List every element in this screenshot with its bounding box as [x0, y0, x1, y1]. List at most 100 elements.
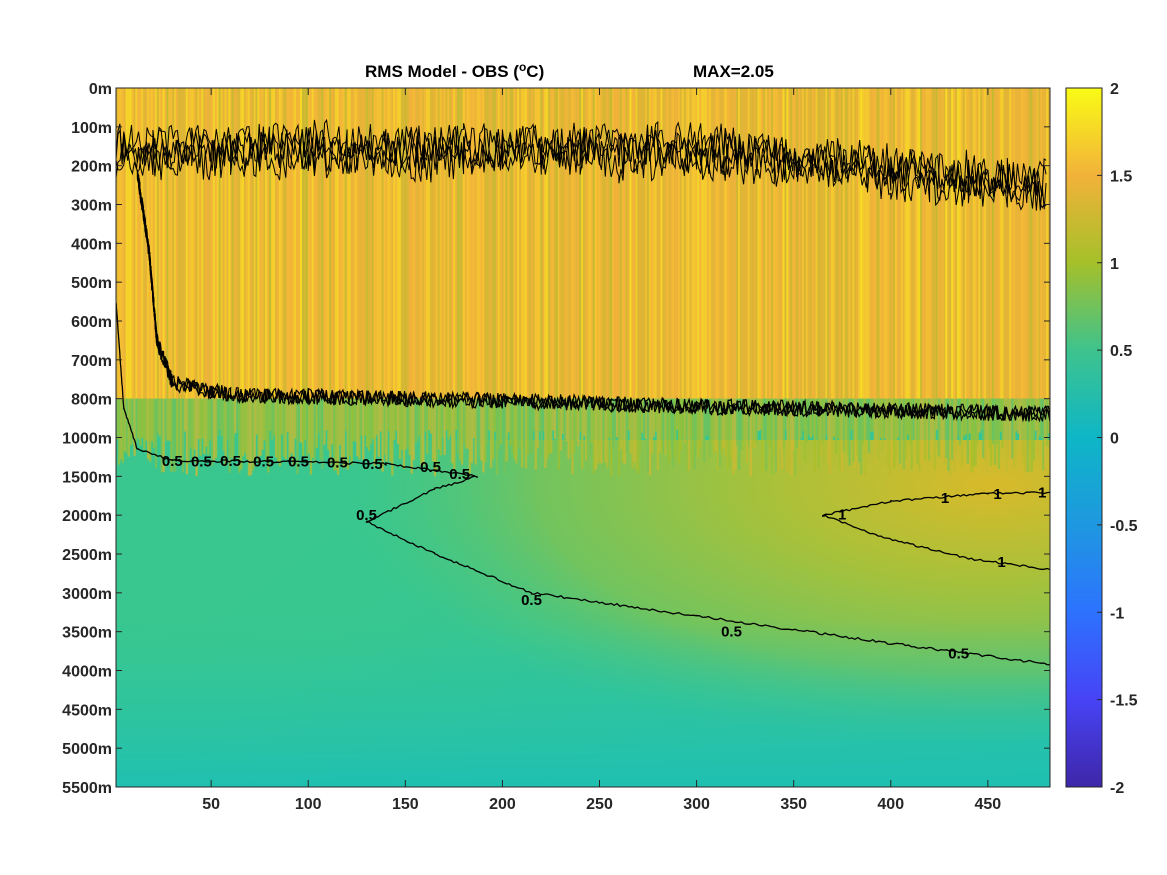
- field-column: [697, 398, 700, 458]
- field-column: [573, 88, 576, 399]
- field-column: [734, 398, 737, 471]
- field-column: [798, 398, 801, 463]
- field-column: [443, 88, 446, 399]
- field-column: [334, 398, 338, 471]
- field-column: [900, 88, 904, 399]
- field-column: [261, 88, 264, 399]
- field-column: [375, 398, 378, 436]
- field-column: [158, 398, 161, 437]
- field-column: [267, 398, 270, 473]
- field-column: [893, 398, 896, 469]
- field-column: [910, 88, 913, 399]
- field-column: [685, 398, 689, 471]
- field-column: [844, 88, 847, 399]
- field-column: [480, 88, 483, 399]
- field-column: [986, 88, 989, 399]
- field-column: [873, 398, 876, 468]
- field-column: [230, 398, 233, 458]
- field-column: [1019, 398, 1022, 473]
- field-column: [871, 88, 875, 399]
- field-column: [290, 88, 293, 399]
- field-column: [875, 88, 878, 399]
- y-tick-label: 1500m: [62, 469, 112, 486]
- field-column: [522, 88, 526, 399]
- field-column: [565, 88, 568, 399]
- field-column: [240, 88, 243, 399]
- field-column: [280, 88, 284, 399]
- contour-label: 0.5: [948, 645, 969, 662]
- field-column: [249, 398, 253, 476]
- field-column: [672, 88, 675, 399]
- field-column: [1003, 398, 1006, 451]
- field-column: [429, 88, 433, 399]
- field-column: [522, 398, 526, 446]
- field-column: [398, 398, 402, 459]
- field-column: [542, 88, 545, 399]
- field-column: [427, 398, 431, 431]
- field-column: [972, 398, 975, 468]
- field-column: [129, 398, 132, 446]
- field-column: [261, 398, 264, 450]
- field-column: [536, 88, 539, 399]
- field-column: [906, 88, 909, 399]
- field-column: [741, 398, 745, 450]
- field-column: [154, 398, 158, 468]
- field-column: [927, 398, 931, 461]
- field-column: [834, 88, 838, 399]
- field-column: [687, 398, 690, 471]
- field-column: [292, 398, 295, 467]
- field-column: [410, 88, 413, 399]
- field-column: [257, 398, 260, 463]
- field-column: [141, 88, 144, 399]
- field-column: [629, 398, 632, 454]
- field-column: [538, 88, 541, 399]
- contour-1: [136, 169, 1050, 422]
- field-column: [323, 88, 326, 399]
- contour-label: 0.5: [191, 454, 212, 471]
- field-column: [472, 88, 475, 399]
- field-column: [362, 398, 365, 460]
- x-tick-label: 150: [392, 796, 419, 813]
- field-column: [683, 398, 687, 443]
- field-column: [1011, 398, 1014, 459]
- field-column: [902, 88, 906, 399]
- field-column: [984, 398, 987, 462]
- field-column: [894, 398, 898, 461]
- field-column: [889, 88, 892, 399]
- y-tick-label: 800m: [71, 392, 112, 409]
- y-tick-label: 600m: [71, 314, 112, 331]
- field-column: [893, 88, 896, 399]
- field-column: [290, 398, 293, 454]
- field-column: [639, 88, 642, 399]
- field-column: [491, 88, 495, 399]
- field-column: [575, 88, 578, 399]
- field-column: [509, 398, 512, 445]
- contour-label: 0.5: [220, 453, 241, 470]
- contour-1-right: [822, 491, 1050, 571]
- field-column: [569, 398, 572, 454]
- field-column: [600, 88, 603, 399]
- field-column: [608, 88, 611, 399]
- field-column: [904, 88, 908, 399]
- field-column: [968, 398, 971, 434]
- field-column: [583, 398, 586, 436]
- field-column: [358, 398, 361, 460]
- field-column: [1001, 88, 1004, 399]
- field-column: [391, 88, 394, 399]
- field-column: [588, 88, 592, 399]
- field-column: [232, 88, 235, 399]
- field-column: [825, 398, 828, 435]
- field-column: [489, 88, 493, 399]
- field-column: [524, 88, 528, 399]
- field-column: [571, 88, 574, 399]
- field-column: [216, 398, 220, 437]
- max-label: MAX=2.05: [693, 62, 774, 81]
- field-column: [348, 88, 351, 399]
- field-column: [922, 88, 925, 399]
- field-column: [1009, 398, 1012, 472]
- field-column: [925, 88, 929, 399]
- field-column: [278, 398, 282, 466]
- field-column: [761, 88, 764, 399]
- field-column: [987, 398, 991, 450]
- field-column: [565, 398, 568, 442]
